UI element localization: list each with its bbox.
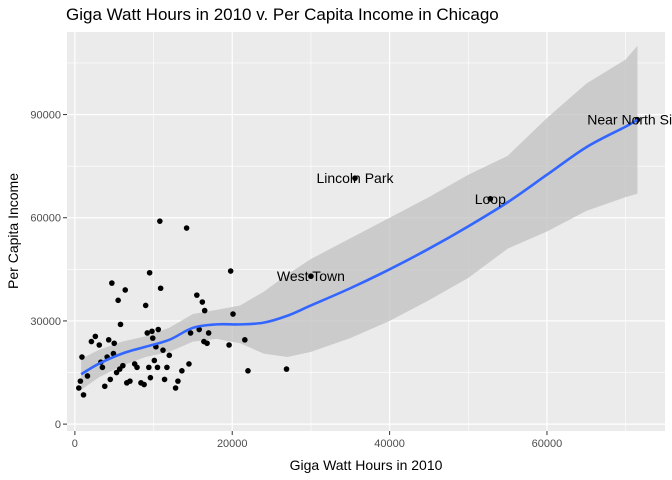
annotation-layer: West Town Lincoln Park Loop Near North Side: [277, 112, 672, 285]
data-point: [149, 328, 155, 335]
data-point: [283, 366, 290, 372]
data-point: [186, 361, 192, 367]
data-point: [308, 273, 314, 280]
data-point: [80, 392, 87, 398]
data-point: [144, 330, 151, 336]
points-layer: [76, 116, 641, 398]
data-point: [88, 338, 95, 345]
confidence-band: [81, 45, 638, 390]
chart-title: Giga Watt Hours in 2010 v. Per Capita In…: [66, 5, 499, 24]
data-point: [151, 357, 158, 364]
data-point: [204, 340, 210, 347]
data-point: [141, 381, 147, 388]
data-point: [205, 330, 212, 336]
data-point: [111, 340, 118, 347]
data-point: [175, 378, 181, 384]
data-point: [179, 368, 185, 374]
data-point: [115, 297, 121, 304]
x-tick-label: 40000: [374, 438, 405, 450]
y-tick-label: 0: [55, 419, 61, 431]
data-point: [161, 376, 168, 383]
data-point: [77, 378, 84, 384]
data-point: [79, 354, 85, 360]
y-tick-label: 90000: [30, 110, 61, 122]
data-point: [196, 326, 202, 333]
confidence-band-layer: [81, 45, 638, 390]
data-point: [122, 287, 129, 293]
data-point: [155, 326, 162, 333]
data-point: [109, 280, 115, 286]
data-point: [107, 376, 114, 383]
y-tick-label: 30000: [30, 316, 61, 328]
data-point: [157, 285, 164, 292]
y-axis-ticks: 0 30000 60000 90000: [30, 110, 67, 431]
data-point: [147, 374, 154, 381]
data-point: [149, 335, 156, 341]
data-point: [146, 364, 152, 371]
smooth-line-layer: [80, 118, 639, 376]
data-point: [127, 378, 133, 384]
data-point: [187, 330, 194, 336]
data-point: [242, 337, 248, 343]
data-point: [154, 364, 161, 371]
point-annotation: Near North Side: [587, 112, 672, 128]
data-point: [99, 364, 106, 371]
y-tick-label: 60000: [30, 213, 61, 225]
data-point: [110, 350, 117, 357]
data-point: [92, 333, 99, 340]
data-point: [134, 364, 140, 371]
x-axis-title: Giga Watt Hours in 2010: [290, 457, 443, 473]
data-point: [194, 292, 200, 298]
data-point: [76, 385, 82, 391]
data-point: [352, 175, 358, 181]
x-tick-label: 60000: [532, 438, 563, 450]
data-point: [84, 373, 91, 379]
data-point: [164, 364, 170, 371]
x-tick-label: 0: [72, 438, 78, 450]
data-point: [227, 268, 234, 274]
data-point: [201, 307, 208, 314]
data-point: [183, 225, 190, 231]
point-annotation: West Town: [277, 268, 345, 284]
data-point: [166, 352, 173, 359]
data-point: [142, 302, 149, 309]
point-annotation: Lincoln Park: [316, 170, 394, 186]
data-point: [120, 362, 126, 369]
point-annotation: Loop: [475, 191, 506, 207]
data-point: [226, 342, 232, 348]
x-tick-label: 20000: [217, 438, 248, 450]
smooth-line: [80, 118, 639, 376]
data-point: [96, 342, 103, 348]
x-axis-ticks: 0 20000 40000 60000: [72, 431, 562, 450]
y-axis-title: Per Capita Income: [5, 173, 21, 289]
data-point: [157, 218, 163, 224]
data-point: [105, 337, 112, 343]
data-point: [172, 385, 179, 391]
data-point: [160, 347, 166, 353]
data-point: [487, 196, 494, 202]
data-point: [245, 368, 251, 374]
data-point: [199, 299, 206, 305]
data-point: [101, 383, 108, 390]
data-point: [230, 311, 236, 317]
data-point: [146, 269, 153, 276]
data-point: [117, 321, 124, 328]
